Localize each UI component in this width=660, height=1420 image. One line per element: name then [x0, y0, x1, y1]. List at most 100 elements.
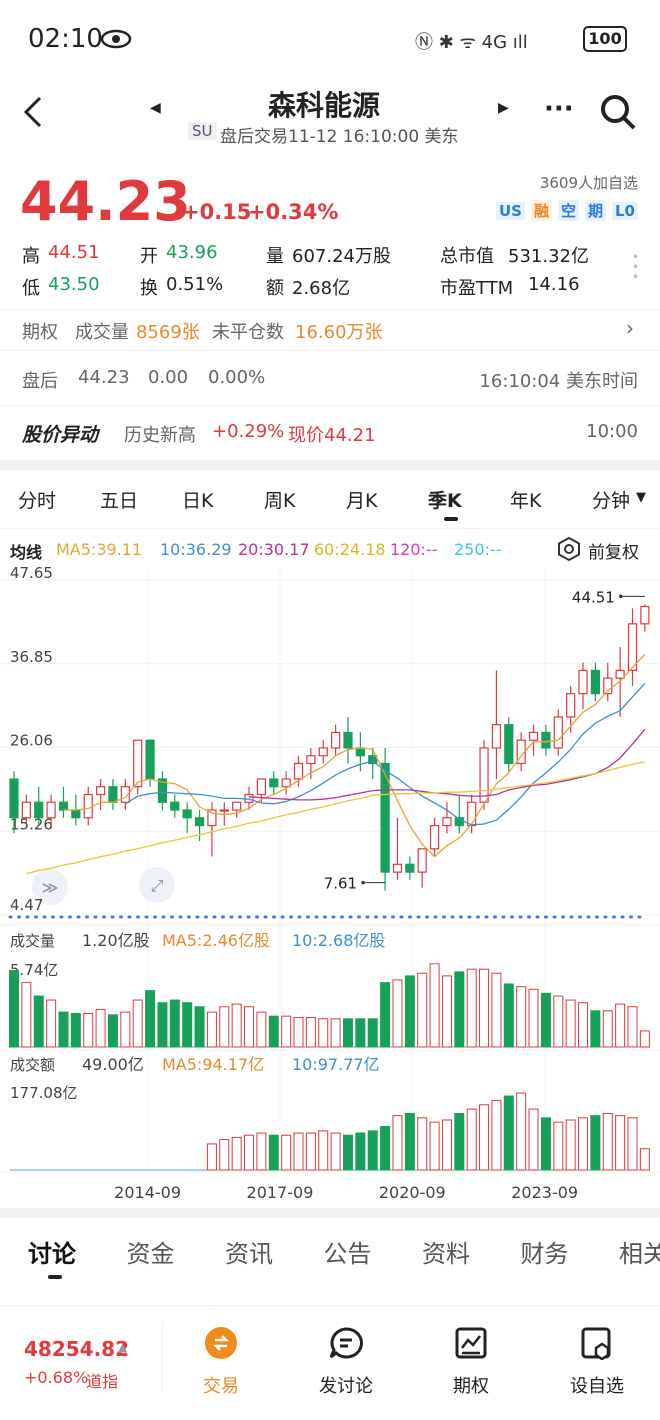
- candle-body: [615, 669, 625, 679]
- bar: [9, 970, 19, 1048]
- options-oi-label: 未平仓数: [212, 322, 284, 343]
- bar: [268, 1134, 279, 1171]
- tags: US 融空期 L0: [490, 200, 638, 221]
- nav-item[interactable]: 交易: [203, 1376, 239, 1397]
- ma-item: 120:--: [390, 540, 438, 559]
- bar: [417, 972, 428, 1048]
- fullscreen-button[interactable]: [139, 867, 175, 903]
- candle-body: [9, 778, 19, 819]
- back-button[interactable]: [20, 95, 46, 129]
- expand-button[interactable]: [32, 869, 68, 905]
- prev-stock[interactable]: ◀: [150, 100, 161, 116]
- alert-label: 股价异动: [22, 424, 99, 446]
- bar: [95, 1008, 106, 1048]
- period-tab[interactable]: 分时: [18, 490, 57, 512]
- content-tab[interactable]: 财务: [520, 1240, 569, 1268]
- content-tab[interactable]: 讨论: [28, 1240, 76, 1268]
- content-tab[interactable]: 资金: [126, 1240, 175, 1268]
- bar: [293, 1132, 304, 1171]
- bar: [21, 982, 32, 1048]
- kline-chart: ≫ ⤢ 4.47 15.26 26.06 36.85 47.65 2014-09 2017-…: [0, 565, 660, 1202]
- period-tab[interactable]: 日K: [182, 490, 214, 512]
- stat-value: 2.68亿: [292, 278, 351, 299]
- content-tab[interactable]: 资讯: [225, 1240, 273, 1268]
- bar: [590, 1010, 601, 1048]
- period-tab[interactable]: 年K: [510, 490, 542, 512]
- next-stock[interactable]: ▶: [498, 100, 509, 116]
- candle-body: [194, 817, 205, 827]
- panel-legend: 10:97.77亿: [292, 1055, 380, 1074]
- x-tick-label: 2020-09: [379, 1183, 446, 1202]
- nav-item[interactable]: 期权: [453, 1376, 489, 1397]
- candle-body: [331, 731, 341, 749]
- options-oi: 16.60万张: [295, 322, 383, 343]
- period-tab[interactable]: 月K: [346, 490, 378, 512]
- period-tab[interactable]: 五日: [100, 490, 139, 512]
- nav-item[interactable]: 设自选: [570, 1376, 624, 1397]
- watchlist-icon[interactable]: [580, 1326, 614, 1360]
- options-arrow[interactable]: ›: [626, 316, 634, 340]
- index-value: 48254.82: [24, 1337, 130, 1361]
- index-name: 道指: [86, 1372, 119, 1391]
- adjust-label[interactable]: 前复权: [588, 543, 639, 563]
- bar: [281, 1015, 292, 1048]
- tag: 期: [584, 200, 606, 221]
- bar: [627, 1006, 638, 1048]
- candle-body: [603, 677, 613, 695]
- search-button[interactable]: [598, 92, 638, 132]
- options-icon[interactable]: [454, 1326, 488, 1360]
- bar: [330, 1018, 341, 1048]
- bar: [404, 1112, 415, 1171]
- candle-body: [590, 669, 600, 695]
- y-tick-label: 4.47: [10, 896, 43, 914]
- ma-line: [248, 728, 646, 801]
- bar: [553, 1121, 564, 1171]
- bar: [639, 1148, 650, 1171]
- candle-body: [553, 716, 563, 749]
- bar: [355, 1018, 366, 1048]
- panel-legend: 1.20亿股: [82, 931, 150, 950]
- candle-body: [355, 747, 365, 757]
- nav-item[interactable]: 发讨论: [319, 1376, 373, 1397]
- options-volume: 8569张: [136, 322, 200, 343]
- candle-body: [21, 801, 31, 819]
- bar: [417, 1117, 428, 1171]
- content-tab[interactable]: 公告: [323, 1240, 372, 1268]
- candle-body: [269, 778, 279, 788]
- panel-legend: MA5:94.17亿: [162, 1055, 264, 1074]
- candle-body: [170, 801, 180, 811]
- bar: [615, 1115, 626, 1171]
- adjust-icon[interactable]: [556, 536, 582, 562]
- period-tab[interactable]: 分钟: [592, 490, 631, 512]
- bar: [33, 995, 44, 1048]
- bar: [219, 1006, 230, 1048]
- bar: [145, 990, 156, 1048]
- content-tab[interactable]: 资料: [422, 1240, 470, 1268]
- bar: [454, 1112, 465, 1171]
- period-tab[interactable]: 季K: [428, 490, 462, 512]
- bar: [318, 1130, 329, 1171]
- candle-body: [95, 786, 106, 796]
- status-time: 02:10: [28, 24, 103, 54]
- candle-body: [133, 739, 143, 788]
- discuss-icon[interactable]: [328, 1326, 364, 1360]
- bar: [380, 1126, 391, 1171]
- more-button[interactable]: ···: [544, 94, 574, 124]
- bar: [256, 1011, 267, 1048]
- fullscreen-icon: ⤢: [151, 876, 164, 895]
- content-tab[interactable]: 相关: [619, 1240, 660, 1268]
- bar: [454, 971, 465, 1048]
- bar: [491, 972, 502, 1048]
- more-dots[interactable]: • • •: [632, 250, 640, 284]
- bar: [367, 1130, 378, 1171]
- tag: L0: [612, 202, 638, 220]
- trade-icon[interactable]: [204, 1326, 238, 1360]
- bar: [342, 1134, 353, 1171]
- x-tick-label: 2023-09: [511, 1183, 578, 1202]
- bar: [392, 979, 403, 1048]
- bar: [479, 1104, 490, 1171]
- period-tab[interactable]: 周K: [264, 490, 296, 512]
- tab-indicator: [48, 1275, 62, 1279]
- bar: [380, 982, 391, 1048]
